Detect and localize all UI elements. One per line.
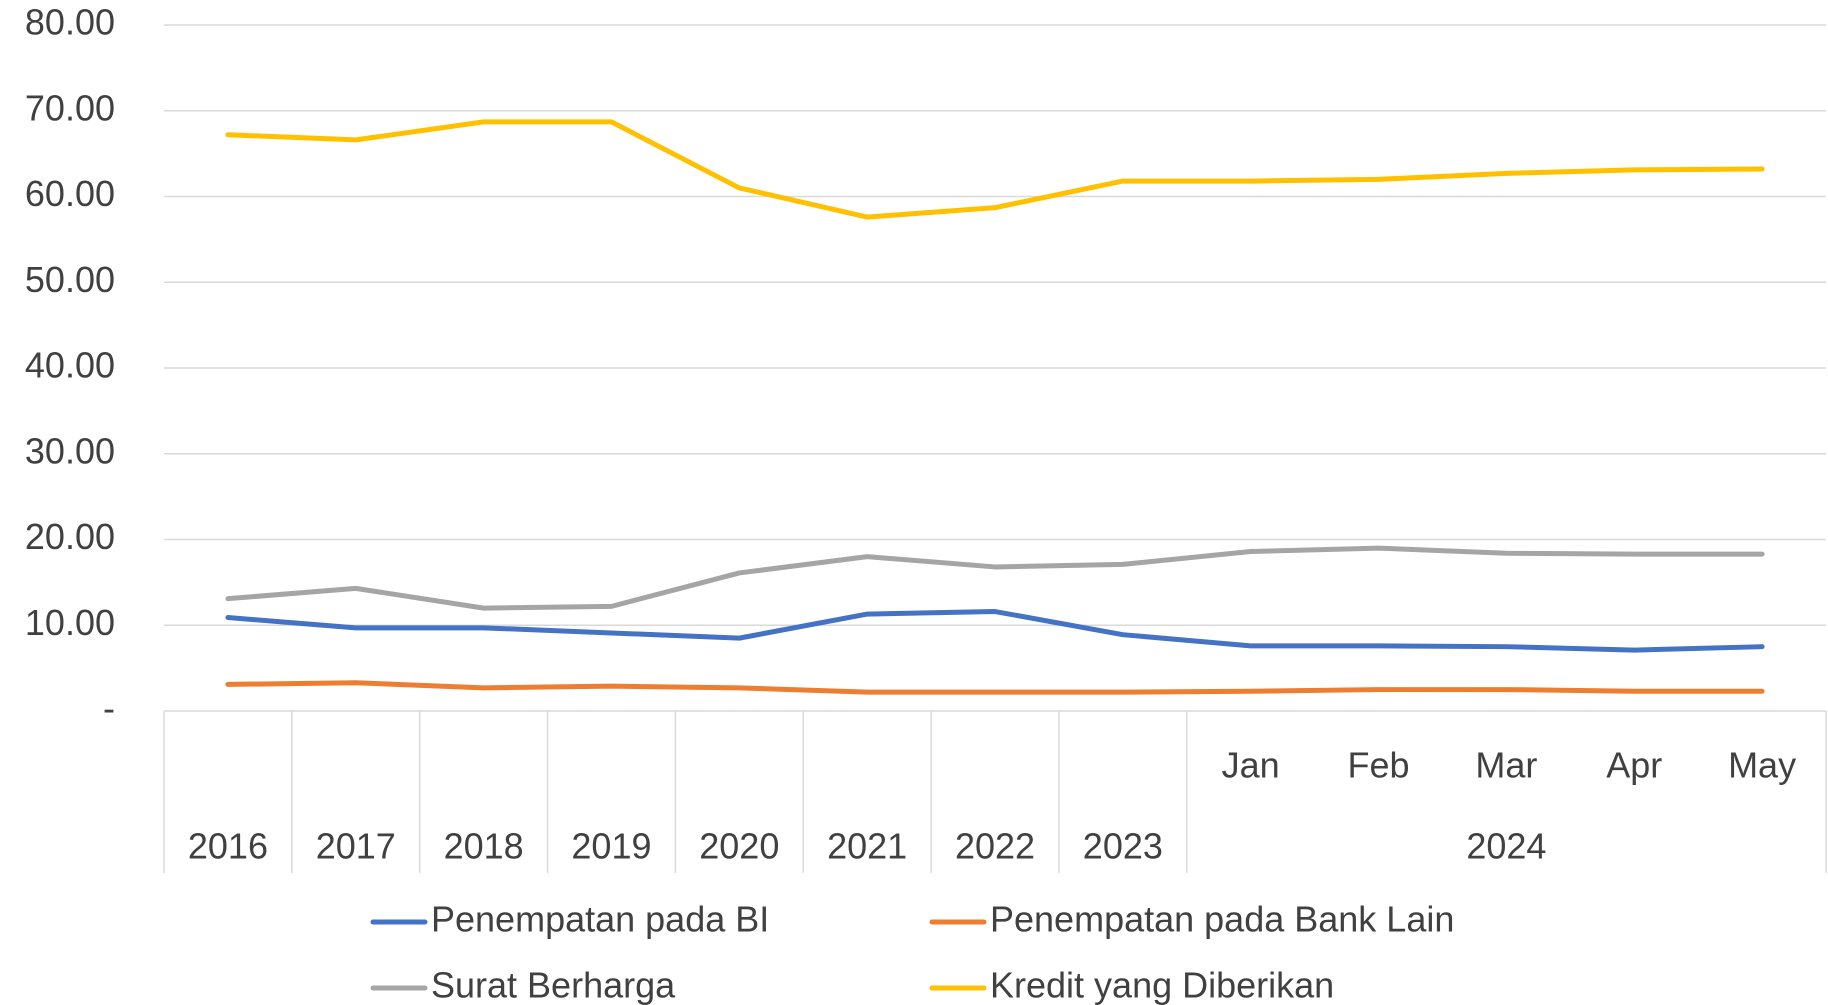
x-tick-label: Apr — [1606, 745, 1662, 786]
y-tick-label: 30.00 — [25, 430, 115, 471]
x-tick-label: Jan — [1222, 745, 1280, 786]
y-tick-label: 70.00 — [25, 87, 115, 128]
y-tick-label: 10.00 — [25, 602, 115, 643]
series-line — [225, 609, 1765, 653]
x-tick-label: Feb — [1348, 745, 1410, 786]
x-group-label: 2024 — [1466, 826, 1546, 867]
legend-label: Penempatan pada BI — [431, 899, 769, 940]
legend-label: Penempatan pada Bank Lain — [990, 899, 1454, 940]
x-tick-label: 2020 — [699, 826, 779, 867]
legend-label: Surat Berharga — [431, 965, 676, 1005]
x-tick-label: Mar — [1475, 745, 1537, 786]
x-tick-label: 2022 — [955, 826, 1035, 867]
y-tick-label: 40.00 — [25, 345, 115, 386]
y-tick-label: 50.00 — [25, 259, 115, 300]
legend-label: Kredit yang Diberikan — [990, 965, 1334, 1005]
y-tick-label: - — [103, 688, 115, 729]
series-line — [225, 119, 1765, 220]
y-tick-label: 60.00 — [25, 173, 115, 214]
y-tick-label: 80.00 — [25, 2, 115, 43]
series-line — [225, 545, 1765, 611]
x-tick-label: 2018 — [444, 826, 524, 867]
x-tick-label: 2016 — [188, 826, 268, 867]
y-tick-label: 20.00 — [25, 516, 115, 557]
x-tick-label: 2023 — [1083, 826, 1163, 867]
series-line — [225, 680, 1765, 695]
x-tick-label: May — [1728, 745, 1796, 786]
x-tick-label: 2017 — [316, 826, 396, 867]
x-tick-label: 2019 — [571, 826, 651, 867]
x-tick-label: 2021 — [827, 826, 907, 867]
